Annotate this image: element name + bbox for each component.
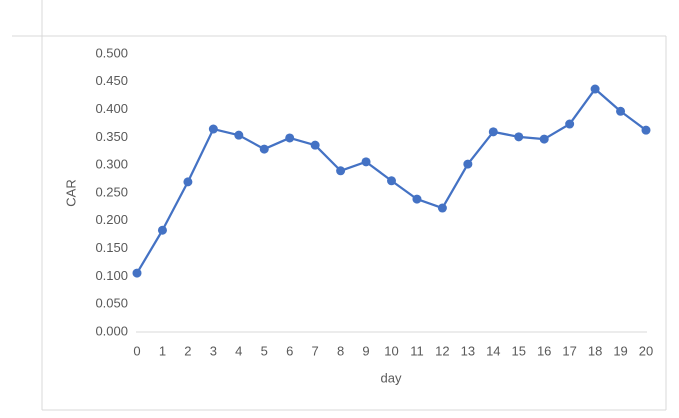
y-axis-label: CAR: [63, 179, 78, 206]
y-tick-label: 0.450: [95, 73, 128, 88]
data-point: [336, 166, 346, 176]
x-tick-label: 4: [235, 343, 242, 358]
data-point: [590, 84, 600, 94]
data-point: [285, 133, 295, 143]
data-point: [412, 194, 422, 204]
x-tick-label: 5: [261, 343, 268, 358]
x-tick-label: 14: [486, 343, 500, 358]
data-point: [132, 268, 142, 278]
data-point: [361, 157, 371, 167]
x-tick-label: 11: [410, 343, 424, 358]
data-point: [565, 119, 575, 129]
y-tick-label: 0.050: [95, 296, 128, 311]
data-point: [514, 132, 524, 142]
data-point: [539, 134, 549, 144]
data-point: [183, 177, 193, 187]
x-tick-label: 15: [512, 343, 526, 358]
y-tick-label: 0.100: [95, 268, 128, 283]
x-tick-label: 19: [613, 343, 627, 358]
data-point: [208, 124, 218, 134]
x-tick-label: 9: [362, 343, 369, 358]
x-tick-label: 10: [384, 343, 398, 358]
y-tick-label: 0.500: [95, 45, 128, 60]
y-tick-label: 0.150: [95, 240, 128, 255]
data-point: [157, 225, 167, 235]
data-point: [437, 203, 447, 213]
x-tick-label: 0: [133, 343, 140, 358]
x-tick-label: 2: [184, 343, 191, 358]
x-tick-label: 6: [286, 343, 293, 358]
data-point: [488, 127, 498, 137]
y-tick-label: 0.250: [95, 184, 128, 199]
y-tick-label: 0.200: [95, 212, 128, 227]
data-point: [387, 176, 396, 186]
x-tick-label: 20: [639, 343, 653, 358]
x-tick-label: 12: [435, 343, 449, 358]
x-axis-label: day: [381, 370, 402, 385]
data-point: [259, 144, 269, 154]
x-tick-label: 8: [337, 343, 344, 358]
data-point: [641, 125, 651, 135]
y-tick-label: 0.300: [95, 157, 128, 172]
x-tick-label: 3: [210, 343, 217, 358]
data-point: [310, 140, 320, 150]
y-tick-label: 0.000: [95, 323, 128, 338]
data-point: [616, 106, 626, 116]
x-tick-label: 7: [312, 343, 319, 358]
y-tick-label: 0.350: [95, 129, 128, 144]
x-tick-label: 17: [562, 343, 576, 358]
x-tick-label: 1: [159, 343, 166, 358]
x-tick-label: 13: [461, 343, 475, 358]
x-tick-label: 16: [537, 343, 551, 358]
data-point: [234, 130, 244, 140]
x-tick-label: 18: [588, 343, 602, 358]
y-tick-label: 0.400: [95, 101, 128, 116]
data-point: [463, 159, 473, 169]
